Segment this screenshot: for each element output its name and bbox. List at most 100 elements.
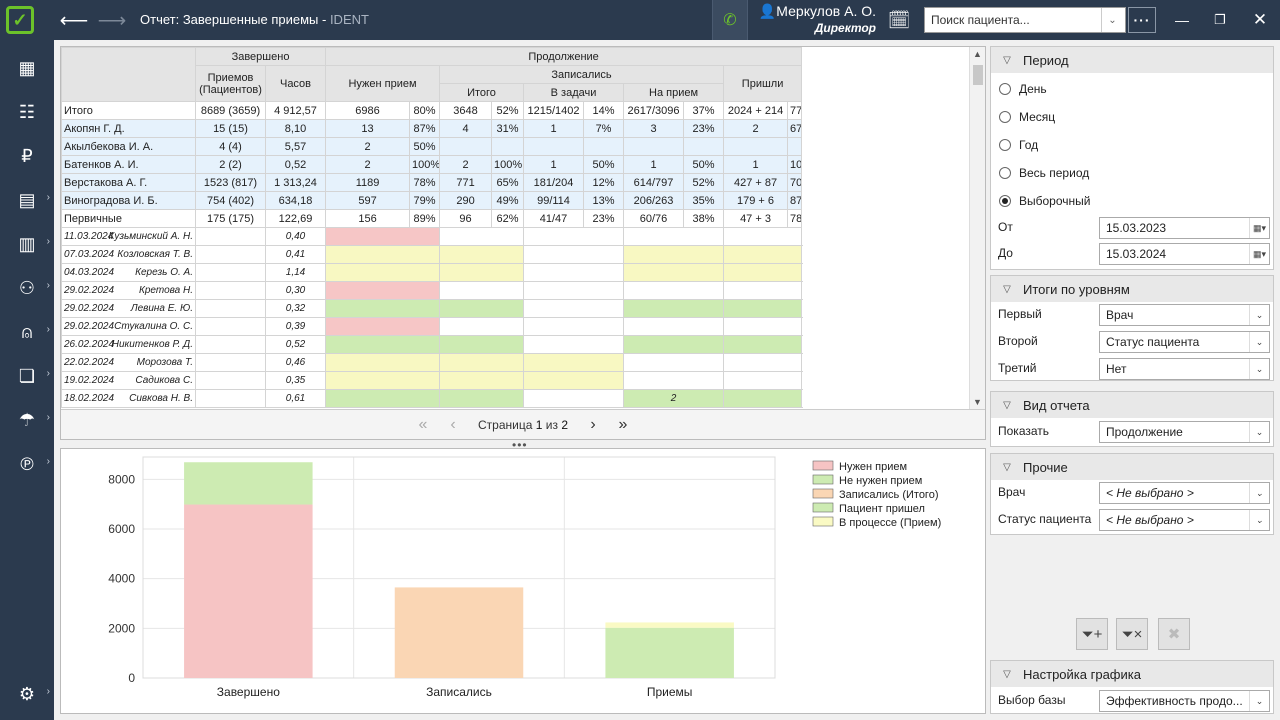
chevron-down-icon[interactable]: ⌄ [1249, 483, 1269, 503]
chevron-right-icon: › [46, 686, 50, 697]
date-from-field[interactable]: 15.03.2023 ▦▾ [1099, 217, 1270, 239]
patient-row[interactable]: 07.03.2024 Козловская Т. В. 0,41 [61, 245, 803, 264]
level-first-select[interactable]: Врач ⌄ [1099, 304, 1270, 326]
clear-filter-button[interactable]: ⏷× [1116, 618, 1148, 650]
phone-icon[interactable]: ✆ [712, 0, 748, 40]
status-select[interactable]: < Не выбрано > ⌄ [1099, 509, 1270, 531]
next-page-icon[interactable]: › [590, 415, 596, 433]
calendar-grid-icon[interactable]: ▦ [18, 57, 36, 78]
patient-row[interactable]: 18.02.2024 Сивкова Н. В. 0,61 2 [61, 389, 803, 408]
report-title: Отчет: Завершенные приемы [140, 12, 319, 27]
minimize-icon[interactable]: — [1175, 12, 1189, 28]
radio-button[interactable] [999, 195, 1011, 207]
calendar-dropdown-icon[interactable]: ▦▾ [1249, 218, 1269, 238]
grid-body[interactable]: Завершено Продолжение Приемов (Пациентов… [61, 47, 969, 409]
forward-arrow-icon[interactable]: ⟶ [97, 9, 127, 32]
chevron-down-icon[interactable]: ⌄ [1249, 305, 1269, 325]
chevron-down-icon[interactable]: ⌄ [1249, 691, 1269, 711]
app-logo[interactable]: ✓ [0, 0, 40, 40]
back-arrow-icon[interactable]: ⟵ [59, 9, 89, 32]
bar-chart-icon[interactable]: ▥ › [18, 233, 50, 254]
radio-button[interactable] [999, 111, 1011, 123]
patient-row[interactable]: 22.02.2024 Морозова Т. 0,46 [61, 353, 803, 372]
summary-row[interactable]: Акылбекова И. А. 4 (4) 5,57 2 50% [61, 137, 803, 156]
period-option[interactable]: Год [999, 135, 1269, 155]
patient-row[interactable]: 29.02.2024 Кретова Н. 0,30 [61, 281, 803, 300]
calendar-day-icon[interactable]: ▤ › [18, 189, 50, 210]
first-page-icon[interactable]: « [418, 415, 428, 433]
visits-cell [195, 281, 266, 300]
ruble-hand-icon[interactable]: ℗ › [20, 453, 50, 474]
visit-date: 29.02.2024 [64, 303, 115, 314]
patient-search-input[interactable] [925, 9, 1101, 31]
value-cell: 771 [439, 173, 493, 192]
view-header[interactable]: ▽ Вид отчета [991, 392, 1273, 418]
calendar-dropdown-icon[interactable]: ▦▾ [1249, 244, 1269, 264]
patient-search[interactable]: ⌄ [924, 7, 1126, 33]
row-label: Батенков А. И. [61, 155, 196, 174]
view-show-select[interactable]: Продолжение ⌄ [1099, 421, 1270, 443]
doctor-select[interactable]: < Не выбрано > ⌄ [1099, 482, 1270, 504]
radio-button[interactable] [999, 139, 1011, 151]
radio-button[interactable] [999, 83, 1011, 95]
chevron-down-icon[interactable]: ⌄ [1249, 422, 1269, 442]
user-info[interactable]: 👤Меркулов А. О. Директор [752, 2, 876, 38]
summary-row[interactable]: Батенков А. И. 2 (2) 0,52 2 100% 2 100% 1 50% 1 50… [61, 155, 803, 174]
status-cell [523, 317, 625, 336]
value-cell: 1189 [325, 173, 411, 192]
value-cell: 7% [583, 119, 625, 138]
chart-svg: 0 2000 4000 6000 8000 Завершено Записались Прие… [108, 456, 941, 699]
umbrella-icon[interactable]: ☂ › [18, 409, 50, 430]
date-to-field[interactable]: 15.03.2024 ▦▾ [1099, 243, 1270, 265]
scroll-down-icon[interactable]: ▼ [973, 397, 982, 407]
patient-row[interactable]: 11.03.2024 Кузьминский А. Н. 0,40 [61, 227, 803, 246]
period-option[interactable]: Выборочный [999, 191, 1269, 211]
ruble-coin-icon[interactable]: ₽ [21, 145, 33, 166]
more-button[interactable]: ··· [1128, 7, 1156, 33]
period-option[interactable]: День [999, 79, 1269, 99]
calendar-back-icon[interactable]: 🗓 [887, 9, 911, 30]
visit-date: 29.02.2024 [64, 285, 115, 296]
summary-row[interactable]: Виноградова И. Б. 754 (402) 634,18 597 79% 29… [61, 191, 803, 210]
restore-icon[interactable]: ❐ [1214, 12, 1226, 27]
period-option[interactable]: Месяц [999, 107, 1269, 127]
status-cell [623, 227, 725, 246]
schedule-list-icon[interactable]: ☷ [18, 101, 36, 122]
patient-row[interactable]: 29.02.2024 Стукалина О. С. 0,39 [61, 317, 803, 336]
base-select[interactable]: Эффективность продо... ⌄ [1099, 690, 1270, 712]
period-header[interactable]: ▽ Период [991, 47, 1273, 73]
page-label: Страница [477, 417, 533, 432]
prev-page-icon[interactable]: ‹ [450, 415, 456, 433]
vertical-scrollbar[interactable]: ▲ ▼ [969, 47, 985, 409]
other-header[interactable]: ▽ Прочие [991, 454, 1273, 480]
chevron-down-icon[interactable]: ⌄ [1249, 510, 1269, 530]
last-page-icon[interactable]: » [618, 415, 628, 433]
chart-settings-header[interactable]: ▽ Настройка графика [991, 661, 1273, 687]
scroll-thumb[interactable] [973, 65, 983, 85]
chevron-down-icon[interactable]: ⌄ [1249, 332, 1269, 352]
reset-button[interactable]: ✖ [1158, 618, 1190, 650]
radio-button[interactable] [999, 167, 1011, 179]
people-icon[interactable]: ⚇ › [18, 277, 50, 298]
gear-icon[interactable]: ⚙ › [18, 683, 50, 704]
period-option[interactable]: Весь период [999, 163, 1269, 183]
documents-icon[interactable]: ❏ › [18, 365, 50, 386]
report-table: Завершено Продолжение Приемов (Пациентов… [61, 47, 803, 408]
summary-row[interactable]: Первичные 175 (175) 122,69 156 89% 96 62% 41/47… [61, 209, 803, 228]
chevron-down-icon[interactable]: ⌄ [1249, 359, 1269, 379]
patient-row[interactable]: 29.02.2024 Левина Е. Ю. 0,32 [61, 299, 803, 318]
patient-row[interactable]: 04.03.2024 Керезь О. А. 1,14 [61, 263, 803, 282]
patient-row[interactable]: 26.02.2024 Никитенков Р. Д. 0,52 [61, 335, 803, 354]
summary-row[interactable]: Верстакова А. Г. 1523 (817) 1 313,24 1189 78… [61, 173, 803, 192]
levels-header[interactable]: ▽ Итоги по уровням [991, 276, 1273, 302]
level-second-select[interactable]: Статус пациента ⌄ [1099, 331, 1270, 353]
scroll-up-icon[interactable]: ▲ [973, 49, 982, 59]
summary-row[interactable]: Итого 8689 (3659) 4 912,57 6986 80% 3648 52% 12… [61, 101, 803, 120]
level-third-select[interactable]: Нет ⌄ [1099, 358, 1270, 380]
tooth-icon[interactable]: ⍝ › [21, 321, 50, 342]
summary-row[interactable]: Акопян Г. Д. 15 (15) 8,10 13 87% 4 31% 1 7% 3 23% 2… [61, 119, 803, 138]
apply-filter-button[interactable]: ⏷+ [1076, 618, 1108, 650]
close-icon[interactable]: ✕ [1252, 10, 1268, 29]
patient-row[interactable]: 19.02.2024 Садикова С. 0,35 [61, 371, 803, 390]
chevron-down-icon[interactable]: ⌄ [1101, 8, 1123, 32]
